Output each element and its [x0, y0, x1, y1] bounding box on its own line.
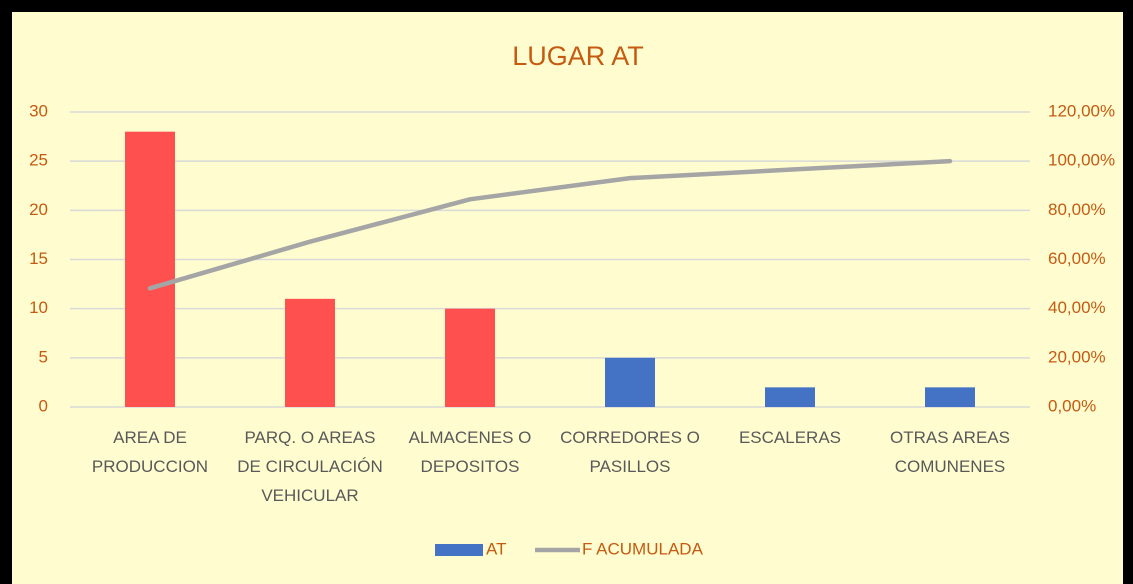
x-tick-label-line: PRODUCCION — [92, 457, 208, 476]
bar — [445, 308, 495, 407]
x-tick-label: AREA DE PRODUCCION — [92, 428, 208, 476]
x-tick-label-line: PARQ. O AREAS — [244, 428, 375, 447]
x-tick-label-line: PASILLOS — [590, 457, 671, 476]
chart-title: LUGAR AT — [512, 41, 644, 71]
bar — [765, 387, 815, 407]
x-tick-label-line: COMUNENES — [895, 457, 1006, 476]
x-tick-label-line: DEPOSITOS — [421, 457, 520, 476]
bar — [285, 298, 335, 407]
x-tick-label: ESCALERAS — [739, 428, 841, 447]
y2-tick-label: 80,00% — [1048, 200, 1106, 219]
x-tick-label-line: OTRAS AREAS — [890, 428, 1010, 447]
x-tick-label: OTRAS AREAS COMUNENES — [890, 428, 1010, 476]
legend-label: AT — [486, 539, 506, 558]
x-tick-label-line: ALMACENES O — [409, 428, 532, 447]
bar — [125, 131, 175, 407]
legend-label: F ACUMULADA — [582, 539, 704, 558]
cumulative-line — [147, 158, 953, 291]
y2-tick-label: 40,00% — [1048, 298, 1106, 317]
x-tick-label-line: VEHICULAR — [261, 486, 358, 505]
y2-tick-label: 60,00% — [1048, 249, 1106, 268]
y-tick-label: 20 — [29, 200, 48, 219]
x-tick-label-line: CORREDORES O — [560, 428, 700, 447]
bar — [605, 357, 655, 407]
y2-tick-label: 120,00% — [1048, 101, 1115, 120]
y-tick-label: 5 — [39, 347, 48, 366]
bar — [925, 387, 975, 407]
chart: LUGAR AT 0 5 10 15 20 25 30 0,00% 20,00% 40,00% 60… — [29, 41, 1115, 558]
x-tick-label-line: AREA DE — [113, 428, 187, 447]
chart-area: LUGAR AT 0 5 10 15 20 25 30 0,00% 20,00% 40,00% 60… — [12, 12, 1123, 584]
x-tick-label: ALMACENES O DEPOSITOS — [409, 428, 532, 476]
y-tick-label: 25 — [29, 151, 48, 170]
x-tick-label: PARQ. O AREAS DE CIRCULACIÓN VEHICULAR — [237, 428, 382, 505]
y2-tick-label: 20,00% — [1048, 347, 1106, 366]
y-tick-label: 10 — [29, 298, 48, 317]
x-tick-label-line: ESCALERAS — [739, 428, 841, 447]
x-tick-label: CORREDORES O PASILLOS — [560, 428, 700, 476]
y-tick-label: 0 — [39, 396, 48, 415]
legend-swatch — [435, 544, 483, 556]
x-tick-label-line: DE CIRCULACIÓN — [237, 457, 382, 476]
y-tick-label: 15 — [29, 249, 48, 268]
y-tick-label: 30 — [29, 101, 48, 120]
y2-tick-label: 0,00% — [1048, 396, 1096, 415]
y2-tick-label: 100,00% — [1048, 151, 1115, 170]
